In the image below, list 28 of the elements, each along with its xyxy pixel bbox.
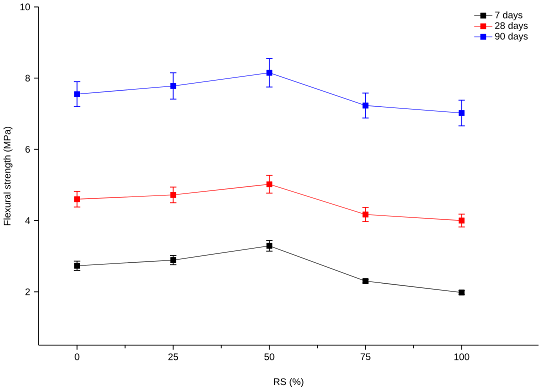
y-tick-label: 6 xyxy=(25,146,30,153)
point xyxy=(74,196,80,202)
x-axis-title: RS (%) xyxy=(274,378,304,388)
point xyxy=(74,91,80,98)
legend-label: 28 days xyxy=(495,22,528,32)
y-tick-label: 10 xyxy=(20,4,30,11)
point xyxy=(362,102,368,109)
x-tick-label: 0 xyxy=(74,354,80,360)
y-axis-title: Flexural strength (MPa) xyxy=(4,127,12,226)
point xyxy=(458,110,465,116)
y-tick-label: 4 xyxy=(25,218,30,224)
legend-label: 7 days xyxy=(495,12,522,20)
x-tick-label: 50 xyxy=(264,354,274,360)
point xyxy=(266,182,272,188)
x-tick-label: 25 xyxy=(168,354,178,360)
point xyxy=(458,218,465,224)
y-tick-label: 8 xyxy=(25,74,30,82)
y-tick-label: 2 xyxy=(25,288,30,296)
point xyxy=(170,257,176,264)
point xyxy=(170,192,176,198)
x-tick-label: 75 xyxy=(360,354,370,360)
point xyxy=(74,263,80,269)
point xyxy=(266,243,272,250)
x-tick-label: 100 xyxy=(454,354,470,360)
point xyxy=(170,83,176,90)
point xyxy=(362,212,368,218)
point xyxy=(266,70,272,76)
legend-label: 90 days xyxy=(495,32,528,42)
